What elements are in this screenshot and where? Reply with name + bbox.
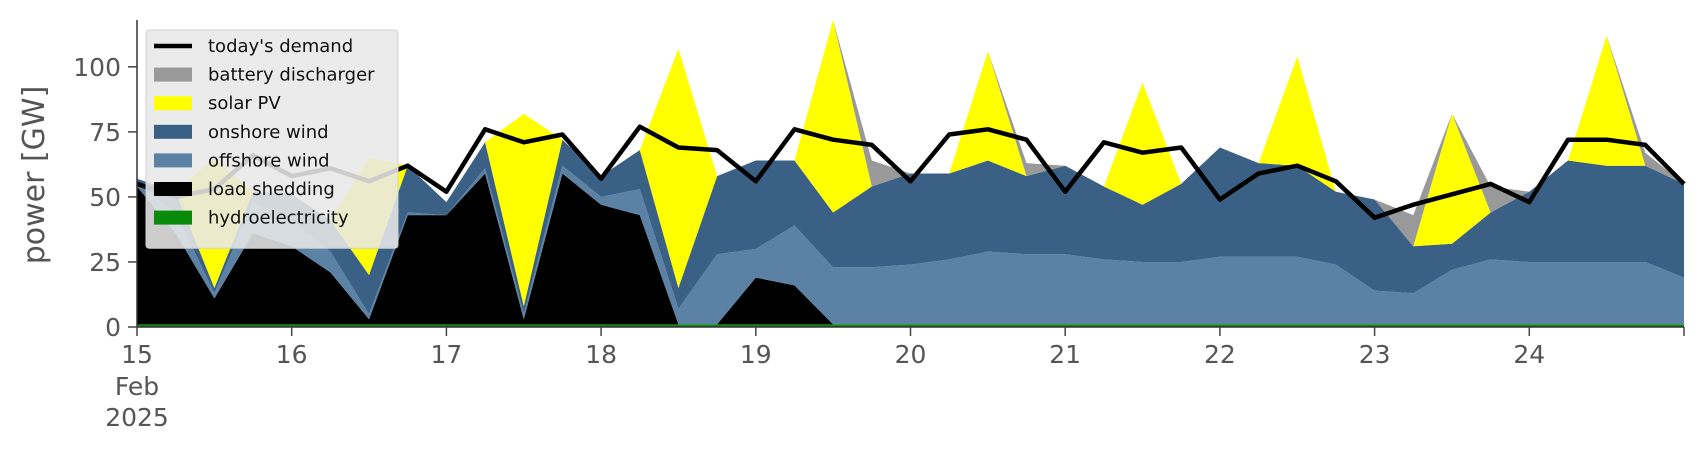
x-tick-label: 21 [1049,340,1081,369]
x-tick-label: 20 [895,340,927,369]
x-tick-label: 24 [1513,340,1545,369]
y-tick-label: 75 [89,118,121,147]
legend-swatch-offshore-wind [154,153,192,168]
y-tick-label: 0 [105,313,121,342]
area-solar-pv [137,20,1684,307]
x-tick-sublabel: 2025 [105,403,169,432]
x-tick-label: 22 [1204,340,1236,369]
x-tick-label: 19 [740,340,772,369]
legend-swatch-battery-discharger [154,67,192,82]
area-load-shedding [137,173,1684,325]
legend-label-today-s-demand: today's demand [208,36,353,57]
legend-label-battery-discharger: battery discharger [208,65,375,86]
x-tick-label: 17 [430,340,462,369]
legend-label-hydroelectricity: hydroelectricity [208,208,349,229]
legend-swatch-load-shedding [154,182,192,196]
legend-swatch-solar-pv [154,96,192,111]
x-tick-label: 16 [276,340,308,369]
legend-label-load-shedding: load shedding [208,179,335,200]
y-tick-label: 100 [73,53,121,82]
y-tick-label: 25 [89,248,121,277]
x-tick-label: 15 [121,340,153,369]
y-tick-label: 50 [89,183,121,212]
legend-label-onshore-wind: onshore wind [208,122,329,143]
area-onshore-wind [137,139,1684,314]
area-offshore-wind [137,165,1684,325]
y-axis-title: power [GW] [17,86,52,265]
x-tick-sublabel: Feb [115,372,159,401]
legend-swatch-onshore-wind [154,124,192,139]
legend-label-offshore-wind: offshore wind [208,150,330,171]
legend-swatch-hydroelectricity [154,210,192,225]
legend-box [145,29,399,249]
x-tick-label: 23 [1359,340,1391,369]
legend-label-solar-pv: solar PV [208,93,281,114]
legend: today's demand battery discharger solar PV… [145,29,399,249]
x-tick-label: 18 [585,340,617,369]
